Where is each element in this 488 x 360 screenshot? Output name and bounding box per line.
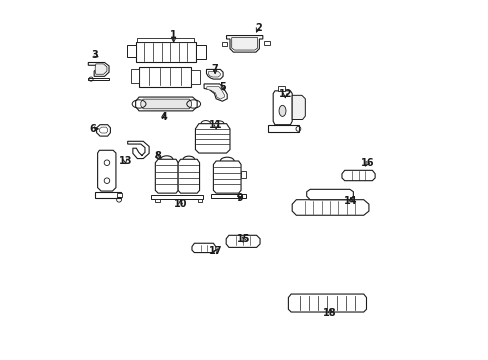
Polygon shape bbox=[226, 36, 262, 52]
Polygon shape bbox=[213, 161, 241, 193]
Text: 6: 6 bbox=[90, 124, 96, 134]
Polygon shape bbox=[222, 42, 226, 46]
Polygon shape bbox=[292, 200, 368, 215]
Text: 9: 9 bbox=[237, 193, 243, 203]
Text: 11: 11 bbox=[209, 120, 223, 130]
Text: 17: 17 bbox=[209, 246, 223, 256]
Polygon shape bbox=[210, 194, 245, 198]
Polygon shape bbox=[88, 78, 109, 81]
Text: 10: 10 bbox=[173, 199, 187, 209]
Polygon shape bbox=[198, 199, 202, 202]
Polygon shape bbox=[192, 243, 215, 253]
Polygon shape bbox=[131, 69, 139, 83]
Polygon shape bbox=[206, 69, 223, 79]
Text: 13: 13 bbox=[118, 156, 132, 166]
Bar bbox=[135, 42, 196, 63]
Polygon shape bbox=[292, 95, 305, 120]
Polygon shape bbox=[241, 171, 245, 178]
Polygon shape bbox=[88, 63, 109, 76]
Polygon shape bbox=[306, 189, 353, 200]
Polygon shape bbox=[288, 294, 366, 312]
Polygon shape bbox=[208, 72, 220, 77]
Text: 7: 7 bbox=[211, 64, 218, 75]
Polygon shape bbox=[151, 194, 203, 199]
Polygon shape bbox=[141, 99, 191, 109]
Polygon shape bbox=[196, 45, 205, 59]
Ellipse shape bbox=[279, 105, 285, 116]
Polygon shape bbox=[264, 41, 269, 45]
Polygon shape bbox=[341, 170, 374, 181]
Polygon shape bbox=[206, 87, 224, 99]
Text: 1: 1 bbox=[170, 30, 177, 40]
Text: 16: 16 bbox=[360, 158, 373, 168]
Text: 8: 8 bbox=[154, 152, 161, 162]
Text: 2: 2 bbox=[254, 23, 261, 33]
Polygon shape bbox=[99, 127, 107, 133]
Text: 15: 15 bbox=[237, 234, 250, 244]
Polygon shape bbox=[127, 141, 149, 158]
Text: 18: 18 bbox=[323, 308, 336, 318]
Polygon shape bbox=[155, 159, 178, 193]
Bar bbox=[139, 67, 190, 87]
Bar bbox=[137, 37, 194, 42]
Polygon shape bbox=[95, 64, 107, 74]
Text: 12: 12 bbox=[278, 89, 291, 99]
Text: 3: 3 bbox=[92, 50, 99, 60]
Text: 4: 4 bbox=[161, 112, 167, 122]
Polygon shape bbox=[155, 199, 160, 202]
Text: 14: 14 bbox=[344, 197, 357, 206]
Text: 5: 5 bbox=[219, 82, 226, 93]
Polygon shape bbox=[226, 235, 260, 247]
Polygon shape bbox=[95, 192, 121, 198]
Polygon shape bbox=[190, 70, 199, 84]
Polygon shape bbox=[117, 193, 122, 197]
Polygon shape bbox=[273, 91, 292, 125]
Polygon shape bbox=[231, 37, 257, 50]
Polygon shape bbox=[267, 125, 299, 132]
Polygon shape bbox=[97, 125, 110, 136]
Polygon shape bbox=[127, 45, 135, 57]
Polygon shape bbox=[278, 86, 285, 91]
Polygon shape bbox=[98, 150, 116, 191]
Polygon shape bbox=[178, 159, 199, 193]
Polygon shape bbox=[135, 97, 197, 111]
Polygon shape bbox=[195, 124, 229, 153]
Polygon shape bbox=[203, 84, 227, 101]
